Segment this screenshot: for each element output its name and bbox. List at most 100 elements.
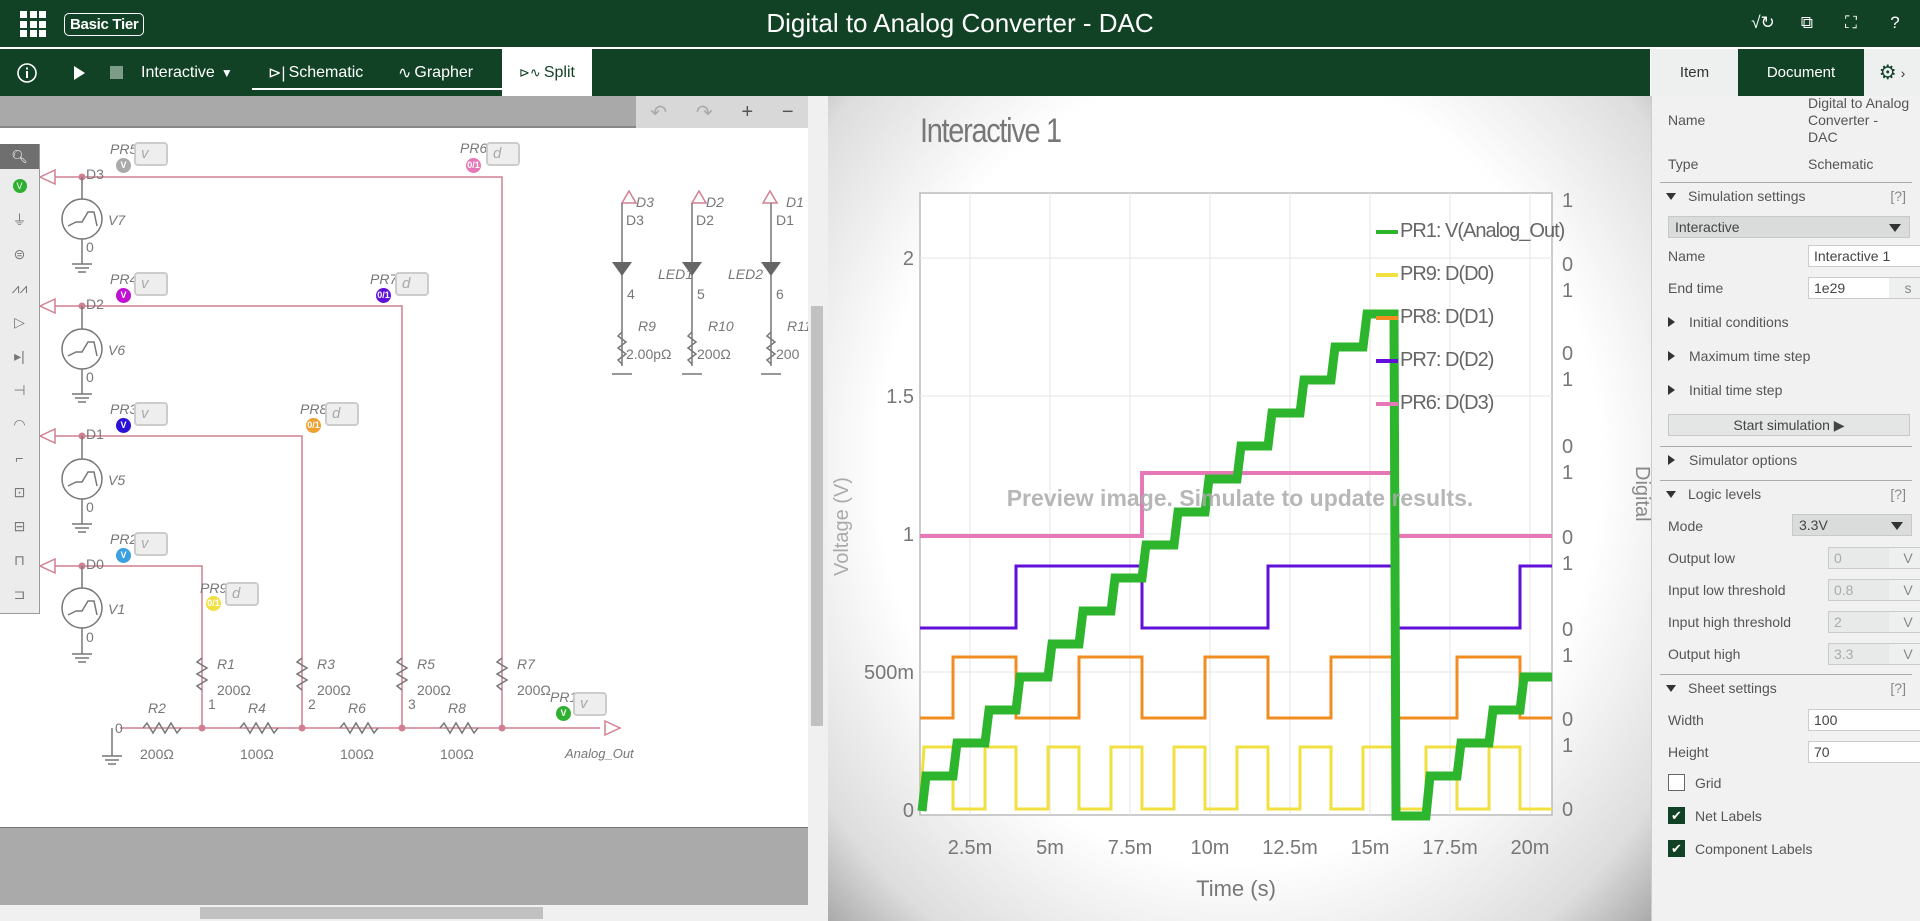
- resistor-value: 200Ω: [140, 746, 174, 762]
- mode-dropdown-label: Interactive: [141, 63, 215, 81]
- tab-grapher[interactable]: ∿ Grapher: [398, 49, 473, 96]
- switch-icon[interactable]: ⌐: [15, 450, 24, 466]
- output-low-value: 0: [1834, 550, 1842, 566]
- logic-levels-toggle[interactable]: Logic levels [?]: [1666, 486, 1906, 502]
- help-link[interactable]: [?]: [1890, 188, 1906, 204]
- and-gate-icon[interactable]: ⊐: [13, 585, 26, 602]
- simulation-settings-toggle[interactable]: Simulation settings [?]: [1666, 188, 1906, 204]
- settings-gear-icon[interactable]: ⚙ ›: [1864, 49, 1920, 96]
- resistor-icon[interactable]: ⩘⩘: [11, 279, 28, 296]
- net-label: D3: [86, 166, 104, 182]
- legend-item[interactable]: PR8: D(D1): [1376, 296, 1564, 339]
- digital-probe-icon[interactable]: 0/1: [466, 158, 481, 173]
- zoom-out-icon[interactable]: −: [781, 100, 794, 123]
- doc-type-value: Schematic: [1808, 156, 1874, 172]
- dependent-source-icon[interactable]: ⊡: [13, 483, 26, 500]
- vertical-scrollbar[interactable]: [808, 96, 828, 921]
- caret-right-icon: [1668, 317, 1675, 327]
- resistor-label: R5: [417, 656, 435, 672]
- legend-item[interactable]: PR7: D(D2): [1376, 339, 1564, 382]
- led-label: LED2: [728, 266, 764, 282]
- simulate-wave-icon[interactable]: √↻: [1751, 13, 1775, 32]
- max-time-step-toggle[interactable]: Maximum time step: [1666, 348, 1906, 364]
- redo-icon[interactable]: ↷: [695, 101, 713, 124]
- help-link[interactable]: [?]: [1890, 680, 1906, 696]
- tab-document[interactable]: Document: [1738, 49, 1864, 96]
- play-icon[interactable]: [72, 49, 86, 96]
- digital-probe-icon[interactable]: 0/1: [376, 288, 391, 303]
- diode-icon[interactable]: ▸|: [14, 347, 25, 364]
- header-divider: [0, 47, 1920, 49]
- probe-label: PR7: [370, 271, 398, 287]
- sheet-height-input[interactable]: [1808, 741, 1920, 763]
- fullscreen-icon[interactable]: ⛶: [1845, 13, 1857, 32]
- digital-probe-icon[interactable]: 0/1: [206, 596, 221, 611]
- scrollbar-thumb[interactable]: [200, 907, 543, 919]
- sheet-width-input[interactable]: [1808, 709, 1920, 731]
- sim-name-input[interactable]: [1808, 245, 1920, 267]
- checkmark-icon[interactable]: ✔: [1668, 807, 1685, 824]
- help-link[interactable]: [?]: [1890, 486, 1906, 502]
- net-label: D1: [86, 426, 104, 442]
- mode-dropdown[interactable]: Interactive ▼: [141, 49, 233, 96]
- component-labels-checkbox[interactable]: ✔ Component Labels: [1668, 840, 1813, 857]
- schematic-canvas[interactable]: ↶ ↷ + −: [0, 96, 808, 827]
- analysis-type-select[interactable]: Interactive: [1668, 216, 1910, 238]
- start-simulation-button[interactable]: Start simulation ▶: [1668, 414, 1910, 436]
- graph-title: Interactive 1: [920, 112, 1062, 150]
- probe-readout: d: [325, 402, 359, 426]
- legend-item[interactable]: PR1: V(Analog_Out): [1376, 210, 1565, 253]
- ground-icon[interactable]: ⏚: [12, 212, 27, 228]
- sheet-settings-toggle[interactable]: Sheet settings [?]: [1666, 680, 1906, 696]
- external-link-icon[interactable]: ⧉: [1800, 13, 1814, 32]
- voltage-probe-icon[interactable]: V: [116, 548, 131, 563]
- help-icon[interactable]: ?: [1890, 13, 1900, 32]
- voltage-probe-icon[interactable]: V: [116, 418, 131, 433]
- net-labels-checkbox[interactable]: ✔ Net Labels: [1668, 807, 1762, 824]
- end-time-input[interactable]: 1e29 s: [1808, 277, 1920, 299]
- simulator-options-toggle[interactable]: Simulator options: [1666, 452, 1906, 468]
- lamp-icon[interactable]: ◠: [13, 415, 26, 432]
- digital-probe-icon[interactable]: 0/1: [306, 418, 321, 433]
- unit: V: [1889, 580, 1920, 600]
- undo-icon[interactable]: ↶: [650, 101, 668, 124]
- voltage-probe-icon[interactable]: V: [116, 288, 131, 303]
- logic-levels-header: Logic levels: [1688, 486, 1762, 502]
- horizontal-scrollbar[interactable]: [0, 905, 808, 921]
- legend-item[interactable]: PR6: D(D3): [1376, 382, 1564, 425]
- stop-icon[interactable]: [110, 49, 124, 96]
- tab-item[interactable]: Item: [1651, 49, 1738, 96]
- motor-icon[interactable]: ⊟: [13, 517, 26, 534]
- opamp-icon[interactable]: ▷: [14, 313, 25, 330]
- tab-schematic[interactable]: ⊳| Schematic: [268, 49, 363, 96]
- tier-badge[interactable]: Basic Tier: [64, 13, 145, 36]
- initial-time-step-toggle[interactable]: Initial time step: [1666, 382, 1906, 398]
- tab-underline: [252, 88, 592, 90]
- probe-icon[interactable]: V: [0, 169, 39, 203]
- app-header: Basic Tier Digital to Analog Converter -…: [0, 0, 1920, 47]
- legend-swatch: [1376, 401, 1398, 406]
- node-label: 5: [697, 286, 705, 302]
- initial-conditions-toggle[interactable]: Initial conditions: [1666, 314, 1906, 330]
- voltage-probe-icon[interactable]: V: [116, 158, 131, 173]
- legend-label: PR7: D(D2): [1400, 349, 1494, 371]
- net-label: D2: [696, 212, 714, 228]
- preview-watermark: Preview image. Simulate to update result…: [1007, 485, 1474, 511]
- caret-right-icon: [1668, 351, 1675, 361]
- checkmark-icon[interactable]: ✔: [1668, 840, 1685, 857]
- voltage-probe-icon[interactable]: V: [556, 706, 571, 721]
- info-icon[interactable]: [16, 49, 38, 96]
- transistor-icon[interactable]: ⊣: [13, 381, 26, 398]
- logic-mode-select[interactable]: 3.3V: [1792, 514, 1912, 536]
- checkbox-unchecked-icon[interactable]: [1668, 774, 1685, 791]
- apps-grid-icon[interactable]: [20, 11, 46, 37]
- grid-checkbox[interactable]: Grid: [1668, 774, 1721, 791]
- scrollbar-thumb[interactable]: [811, 306, 823, 726]
- ac-source-icon[interactable]: ⊜: [13, 245, 26, 262]
- legend-item[interactable]: PR9: D(D0): [1376, 253, 1564, 296]
- search-icon[interactable]: 🔍︎: [0, 144, 39, 169]
- relay-icon[interactable]: ⊓: [14, 551, 25, 568]
- zoom-in-icon[interactable]: +: [741, 100, 754, 123]
- grapher-panel[interactable]: Interactive 1 2 1.5 1 500m 0 2.5m 5m 7.5…: [828, 96, 1651, 921]
